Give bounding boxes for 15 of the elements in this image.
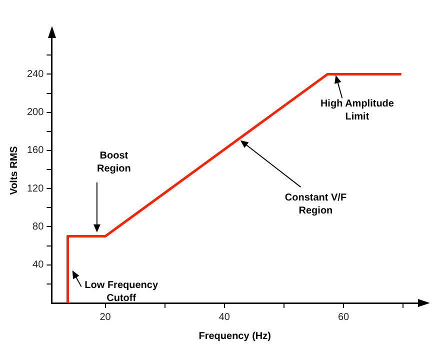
annotation: Boost Region: [97, 150, 131, 175]
annotation: Constant V/F Region: [284, 192, 347, 216]
x-tick-label: 20: [100, 312, 112, 323]
y-tick-label: 200: [26, 107, 44, 118]
y-tick-label: 80: [32, 221, 44, 232]
annotation: Low Frequency Cutoff: [84, 280, 158, 304]
x-axis-title: Frequency (Hz): [198, 330, 271, 342]
y-tick-label: 120: [26, 183, 44, 194]
x-tick-label: 60: [338, 312, 350, 323]
x-tick-label: 40: [218, 312, 230, 323]
y-axis-title: Volts RMS: [8, 146, 20, 195]
y-tick-label: 240: [26, 68, 44, 80]
annotation: High Amplitude Limit: [320, 98, 394, 123]
y-tick-label: 40: [32, 260, 44, 271]
y-tick-label: 160: [26, 145, 44, 156]
